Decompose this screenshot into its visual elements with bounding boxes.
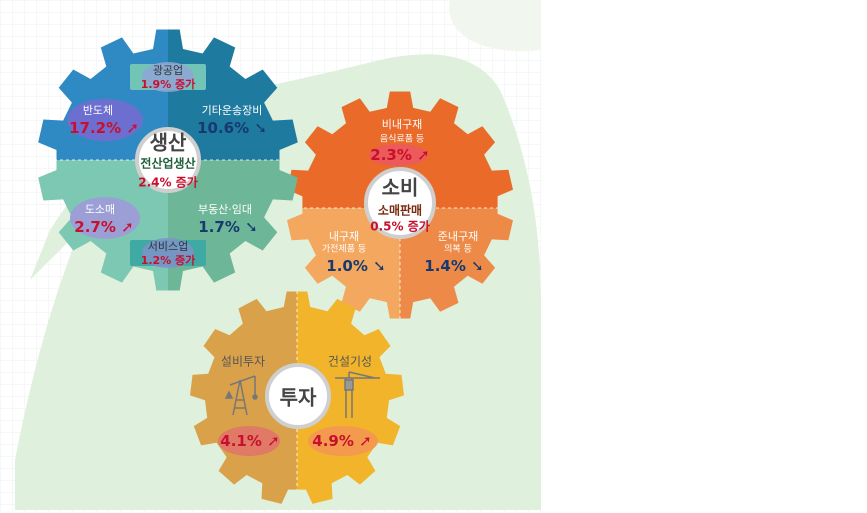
consumption-center-circle [364,167,436,239]
facility-value-text: 4.1% [220,432,262,450]
pale-gear-decoration [449,0,541,52]
facility-label: 설비투자 [220,354,266,369]
production-center-circle [135,127,201,193]
facility-ellipse [218,426,280,456]
nondurable-value: 2.3% ➚ [370,146,429,164]
production-subtitle: 전산업생산 [140,156,196,171]
real-estate-label: 부동산·임대 [197,203,253,216]
investment-center-circle [265,363,331,429]
semiconductor-ellipse [67,99,143,141]
other-transport-label: 기타운송장비 [201,104,263,117]
mining-label: 광공업 [152,64,184,77]
arrow-up-icon: ➚ [115,218,134,236]
investment-title: 투자 [279,385,317,410]
construction-value-text: 4.9% [312,432,354,450]
semiconductor-value: 17.2% ➚ [69,119,139,137]
semiconductor-label: 반도체 [82,104,114,117]
mining-value: 1.9% 증가 [140,78,196,91]
pumpjack-icon [224,375,258,416]
semidurable-value-text: 1.4% [424,257,466,275]
semidurable-value: 1.4% ➘ [424,257,483,275]
other-transport-value-text: 10.6% [197,119,250,137]
wholesale-label: 도소매 [84,203,116,216]
facility-value: 4.1% ➚ [220,432,279,450]
arrow-up-icon: ➚ [121,119,139,137]
semidurable-sub: 의복 등 [444,244,472,255]
nondurable-value-text: 2.3% [370,146,412,164]
tower-crane-icon [335,371,380,418]
production-title: 생산 [149,130,187,155]
nondurable-label: 비내구재 [381,118,423,131]
other-transport-value: 10.6% ➘ [197,119,267,137]
nondurable-ellipse [369,144,427,166]
arrow-down-icon: ➘ [249,119,267,137]
durable-value-text: 1.0% [326,257,368,275]
arrow-down-icon: ➘ [367,257,386,275]
arrow-down-icon: ➘ [239,218,258,236]
arrow-down-icon: ➘ [465,257,484,275]
production-total: 2.4% 증가 [138,175,198,190]
wholesale-ellipse [70,197,140,239]
arrow-up-icon: ➚ [261,432,280,450]
wholesale-value: 2.7% ➚ [74,218,133,236]
consumption-title: 소비 [381,175,419,200]
construction-label: 건설기성 [327,354,373,369]
arrow-up-icon: ➚ [411,146,430,164]
arrow-up-icon: ➚ [353,432,372,450]
durable-label: 내구재 [328,230,360,243]
services-value: 1.2% 증가 [140,254,196,267]
construction-ellipse [308,426,378,456]
services-ellipse [142,238,194,268]
real-estate-value-text: 1.7% [198,218,240,236]
durable-sub: 가전제품 등 [321,244,367,255]
services-label: 서비스업 [147,240,189,253]
real-estate-value: 1.7% ➘ [198,218,257,236]
semidurable-label: 준내구재 [437,230,479,243]
consumption-subtitle: 소매판매 [377,203,423,218]
durable-value: 1.0% ➘ [326,257,385,275]
consumption-total: 0.5% 증가 [370,219,430,234]
production-mining-ellipse [142,62,194,92]
semiconductor-value-text: 17.2% [69,119,122,137]
nondurable-sub: 음식료품 등 [379,134,425,145]
wholesale-value-text: 2.7% [74,218,116,236]
construction-value: 4.9% ➚ [312,432,371,450]
